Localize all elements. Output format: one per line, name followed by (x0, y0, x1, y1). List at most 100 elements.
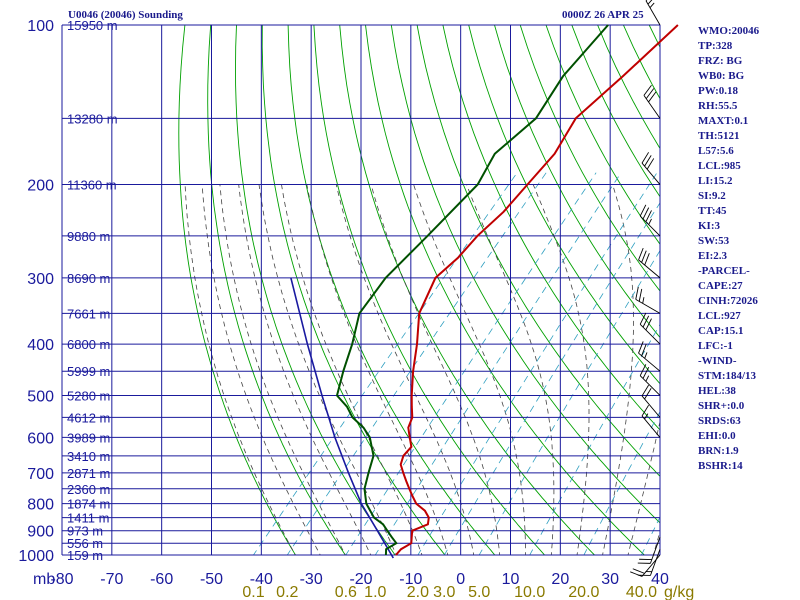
wind-barb (643, 84, 661, 119)
pressure-tick-label: 100 (27, 18, 54, 35)
temperature-tick-label: -50 (200, 571, 223, 588)
barb-flag (645, 0, 648, 2)
mixing-ratio-line (529, 323, 660, 555)
temperature-tick-label: -60 (150, 571, 173, 588)
moist-adiabat (370, 184, 501, 555)
height-label: 11360 m (67, 178, 117, 193)
barb-flag (645, 88, 655, 99)
dry-adiabat (339, 25, 596, 555)
barb-flag (630, 571, 643, 577)
pressure-tick-label: 800 (27, 497, 54, 514)
index-item: RH:55.5 (698, 100, 738, 112)
barb-staff (641, 554, 661, 577)
index-item: MAXT:0.1 (698, 115, 749, 127)
barb-half-flag (642, 297, 645, 304)
pressure-tick-label: 200 (27, 178, 54, 195)
height-label: 5280 m (67, 388, 110, 403)
dry-adiabat (545, 25, 660, 245)
barb-flag (645, 318, 652, 331)
dry-adiabat (235, 25, 396, 555)
temperature-tick-label: -20 (349, 571, 372, 588)
height-label: 2871 m (67, 466, 110, 481)
index-item: KI:3 (698, 220, 720, 232)
height-label: 6800 m (67, 337, 110, 352)
barb-flag (644, 253, 650, 266)
wind-barb (635, 286, 661, 314)
barb-flag (639, 364, 647, 376)
dry-adiabat (365, 25, 645, 555)
barb-staff (643, 95, 661, 119)
index-item: WMO:20046 (698, 25, 760, 37)
barb-staff (650, 549, 661, 576)
height-label: 4612 m (67, 410, 110, 425)
mixing-ratio-line (417, 172, 658, 555)
dry-adiabat (313, 25, 546, 555)
barb-flag (647, 0, 653, 5)
barb-half-flag (645, 375, 650, 382)
dry-adiabat (178, 25, 297, 555)
wind-barb (641, 152, 661, 185)
barb-flag (638, 341, 644, 354)
barb-half-flag (648, 218, 652, 225)
mixing-ratio-label: 10.0 (514, 584, 545, 600)
index-item: EI:2.3 (698, 250, 728, 262)
mixing-ratio-label: 5.0 (468, 584, 490, 600)
temperature-tick-label: 40 (651, 571, 669, 588)
parcel-line (290, 277, 394, 559)
dry-adiabat (287, 25, 496, 555)
barb-staff (635, 298, 661, 314)
mixing-ratio-label: 0.1 (242, 584, 264, 600)
mixing-ratio-label: 0.2 (276, 584, 298, 600)
height-label: 8690 m (67, 271, 110, 286)
index-item: PW:0.18 (698, 85, 739, 97)
temperature-tick-label: -30 (300, 571, 323, 588)
dry-adiabat (519, 25, 660, 292)
dry-adiabat (261, 25, 446, 555)
index-item: L57:5.6 (698, 145, 734, 157)
barb-flag (646, 158, 655, 170)
height-label: 15950 m (67, 18, 118, 33)
temperature-tick-label: 20 (551, 571, 569, 588)
dewpoint-line (335, 24, 609, 556)
barb-staff (639, 375, 661, 396)
moist-adiabat (306, 184, 449, 555)
barb-half-flag (644, 413, 649, 420)
temperature-tick-label: 10 (502, 571, 520, 588)
chart-title: U0046 (20046) Sounding (68, 9, 183, 21)
barb-flag (645, 210, 652, 222)
wind-barb (638, 341, 661, 372)
height-label: 13280 m (67, 111, 118, 126)
index-item: LCL:985 (698, 160, 741, 172)
temperature-tick-label: -40 (250, 571, 273, 588)
index-item: TH:5121 (698, 130, 740, 142)
wind-barb (638, 247, 661, 279)
dry-adiabat (207, 25, 346, 555)
barb-flag (639, 204, 647, 217)
barb-staff (641, 162, 661, 185)
wind-barb (645, 0, 661, 26)
dry-adiabat (778, 25, 800, 566)
pressure-tick-label: 400 (27, 337, 54, 354)
mixing-ratio-label: 2.0 (407, 584, 429, 600)
barb-flag (642, 207, 650, 220)
index-item: SW:53 (698, 235, 730, 247)
index-item: SHR+:0.0 (698, 400, 745, 412)
height-label: 2360 m (67, 482, 110, 497)
height-label: 159 m (67, 548, 103, 563)
moist-adiabat (413, 184, 526, 555)
wind-barb (639, 204, 661, 237)
barb-flag (642, 315, 650, 328)
y-axis-unit-label: mb (33, 571, 55, 588)
moist-adiabats (184, 184, 660, 555)
wind-barb (641, 384, 661, 418)
wind-barb (630, 554, 661, 577)
barb-staff (641, 415, 661, 438)
barb-flag (641, 384, 650, 397)
pressure-tick-label: 900 (27, 524, 54, 541)
height-label: 3989 m (67, 430, 110, 445)
dry-adiabat (390, 25, 660, 524)
pressure-tick-label: 300 (27, 271, 54, 288)
barb-flag (643, 84, 652, 96)
